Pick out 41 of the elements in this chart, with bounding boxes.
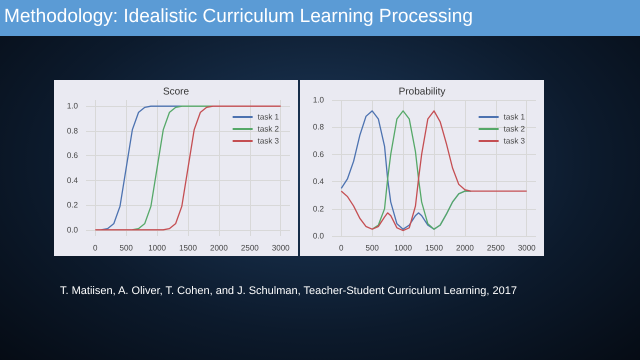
y-tick-label: 0.4 xyxy=(312,177,325,186)
x-tick-label: 1500 xyxy=(179,244,198,252)
chart-title: Probability xyxy=(398,86,446,98)
y-tick-label: 0.8 xyxy=(66,126,79,136)
x-tick-label: 500 xyxy=(120,244,134,252)
x-tick-label: 2500 xyxy=(240,244,260,252)
x-tick-label: 2000 xyxy=(210,244,228,252)
x-tick-label: 1000 xyxy=(394,244,413,252)
legend-label: task 2 xyxy=(258,124,280,134)
line-series xyxy=(94,106,282,230)
y-tick-label: 0.0 xyxy=(312,232,325,240)
x-tick-label: 1000 xyxy=(148,244,167,252)
line-series xyxy=(132,106,214,230)
y-tick-label: 0.0 xyxy=(66,225,79,234)
chart-title: Score xyxy=(162,86,190,98)
x-tick-label: 0 xyxy=(339,244,344,252)
legend-label: task 3 xyxy=(258,136,280,146)
line-series xyxy=(100,106,182,230)
text: Methodology: Idealistic Curriculum Learning Processing xyxy=(4,6,473,28)
y-tick-label: 0.8 xyxy=(312,122,325,132)
x-tick-label: 500 xyxy=(366,244,380,252)
x-tick-label: 3000 xyxy=(518,244,536,252)
y-tick-label: 1.0 xyxy=(312,96,325,104)
text: T. Matiisen, A. Oliver, T. Cohen, and J. Schulman, Teacher-Student Curriculum Learning, 2017 xyxy=(60,284,518,299)
x-tick-label: 0 xyxy=(93,244,98,252)
legend-label: task 1 xyxy=(258,112,280,122)
y-tick-label: 0.2 xyxy=(66,200,79,210)
y-tick-label: 0.6 xyxy=(66,151,79,160)
line-series xyxy=(340,110,528,232)
x-tick-label: 2000 xyxy=(456,244,474,252)
legend-label: task 1 xyxy=(504,112,526,122)
y-tick-label: 0.2 xyxy=(312,204,325,214)
line-series xyxy=(372,110,472,230)
legend-label: task 2 xyxy=(504,124,526,134)
x-tick-label: 2500 xyxy=(486,244,506,252)
y-tick-label: 1.0 xyxy=(66,102,79,111)
legend-label: task 3 xyxy=(504,136,526,146)
x-tick-label: 1500 xyxy=(425,244,444,252)
y-tick-label: 0.4 xyxy=(66,176,79,185)
x-tick-label: 3000 xyxy=(272,244,290,252)
y-tick-label: 0.6 xyxy=(312,150,325,159)
